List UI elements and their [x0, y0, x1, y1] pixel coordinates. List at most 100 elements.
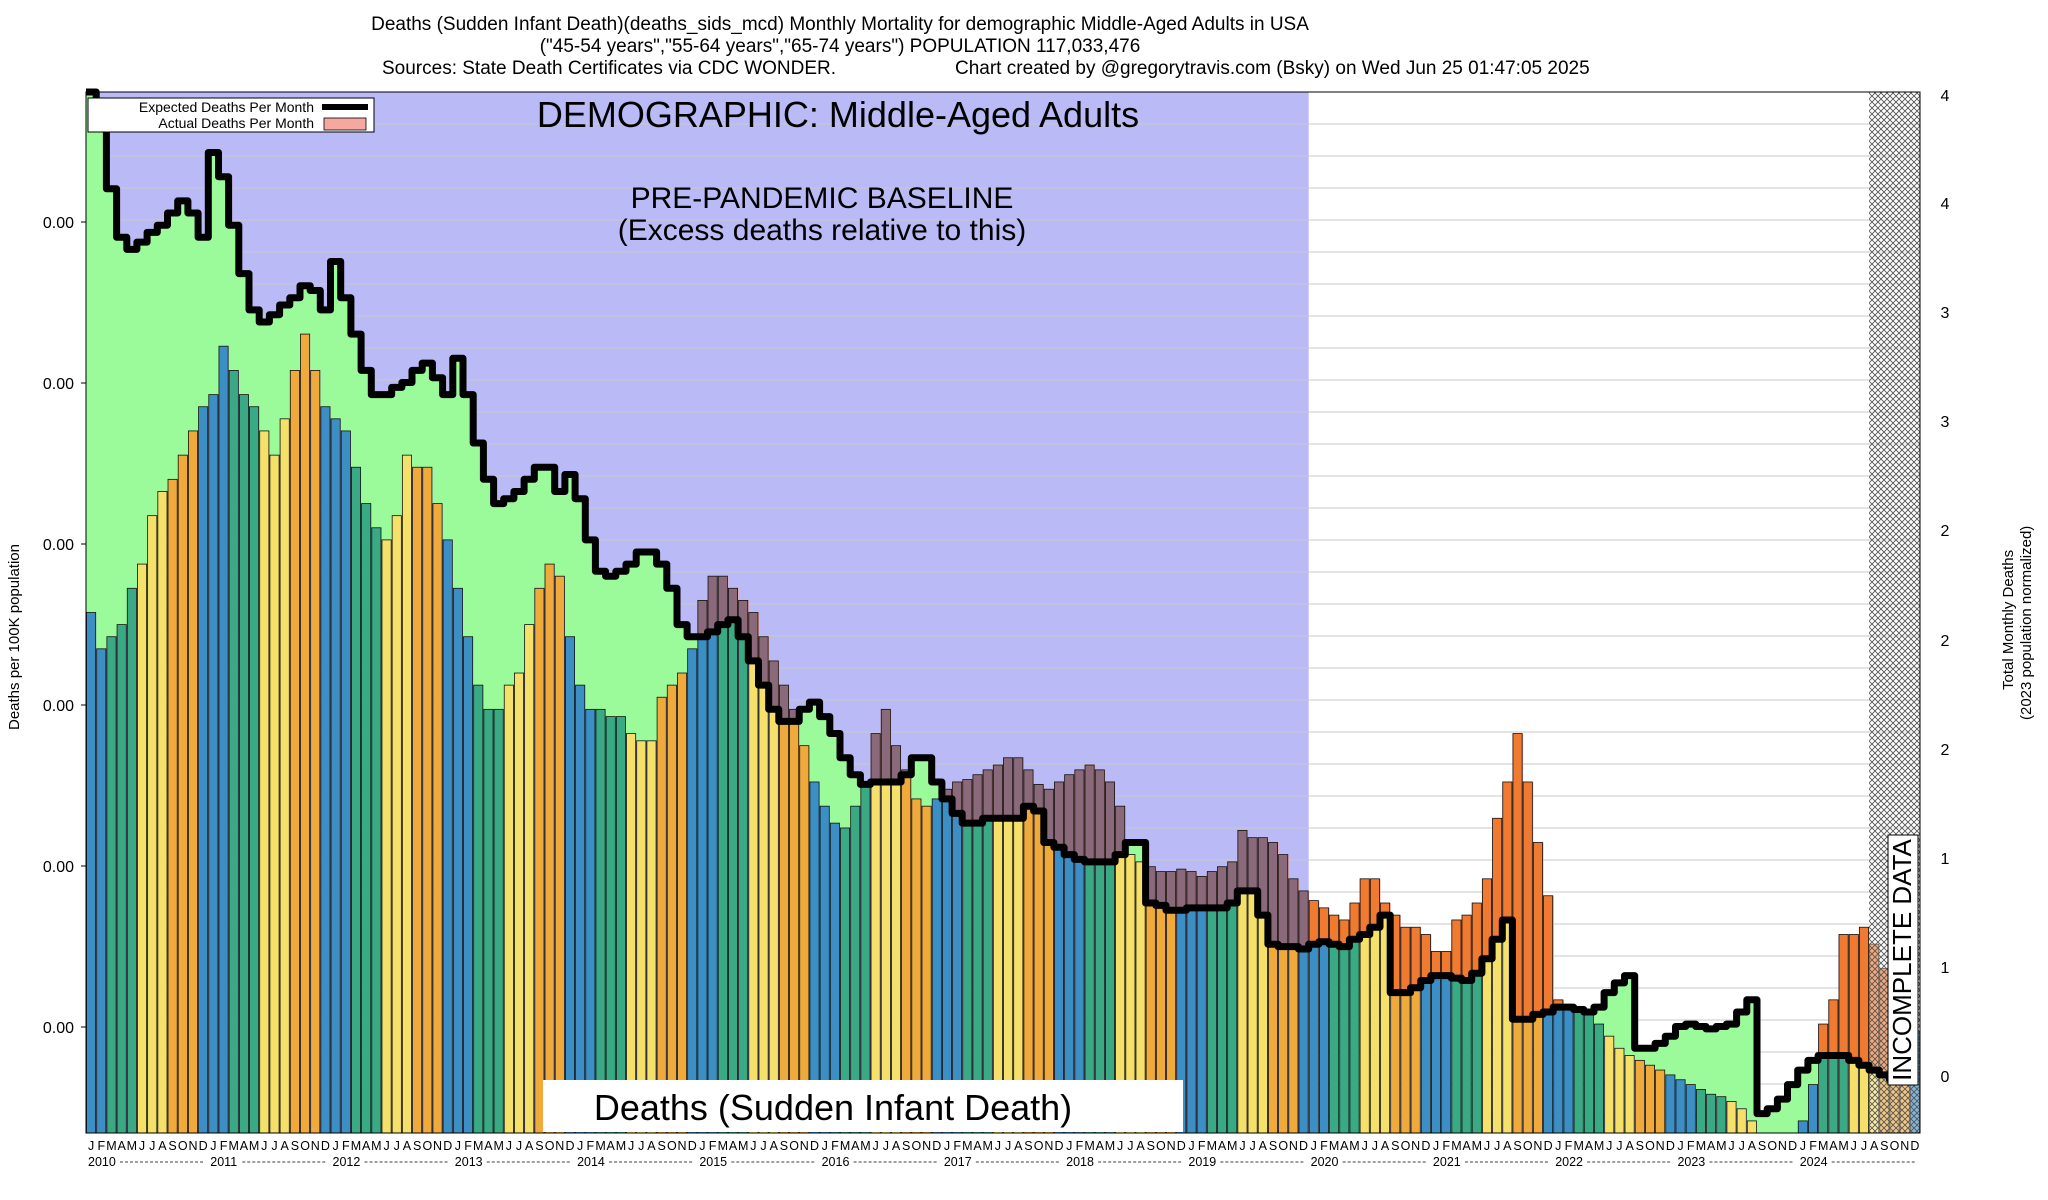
x-tick-month: O — [1401, 1139, 1411, 1153]
x-tick-month: A — [1381, 1139, 1390, 1153]
x-tick-month: A — [1503, 1139, 1512, 1153]
bar — [493, 708, 504, 1134]
bar — [1247, 890, 1258, 1134]
excess-bar-segment — [728, 587, 738, 621]
difference-area — [544, 467, 556, 565]
bar — [1818, 1055, 1829, 1134]
excess-bar-segment — [1176, 868, 1187, 911]
x-tick-month: M — [1329, 1139, 1339, 1153]
difference-area — [1675, 1026, 1687, 1080]
bar — [401, 454, 412, 1134]
x-tick-month: A — [647, 1139, 656, 1153]
difference-area — [106, 188, 118, 637]
difference-area — [809, 702, 821, 782]
excess-bar-segment — [1064, 774, 1075, 855]
x-tick-month: A — [1585, 1139, 1594, 1153]
bar — [1614, 1047, 1625, 1134]
x-tick-month: A — [770, 1139, 779, 1153]
x-tick-month: F — [1320, 1139, 1328, 1153]
bar — [137, 563, 148, 1134]
y-tick-label-right: 1 — [1941, 960, 1950, 977]
bar — [228, 370, 239, 1134]
expected-line — [86, 88, 1900, 1118]
excess-bar-segment — [1502, 781, 1513, 921]
excess-bar-segment — [880, 708, 891, 783]
x-tick-month: M — [106, 1139, 116, 1153]
x-tick-month: N — [1778, 1139, 1787, 1153]
bar — [554, 575, 565, 1134]
bar — [738, 636, 749, 1134]
bar — [208, 394, 219, 1134]
x-tick-month: M — [351, 1139, 361, 1153]
bar — [1359, 934, 1370, 1134]
x-tick-month: F — [831, 1139, 839, 1153]
bar — [1594, 1023, 1605, 1134]
bar — [564, 636, 575, 1134]
bar — [381, 539, 392, 1134]
bar — [147, 515, 158, 1134]
x-tick-month: J — [1677, 1139, 1683, 1153]
x-tick-month: A — [1870, 1139, 1879, 1153]
x-tick-month: F — [220, 1139, 228, 1153]
bar — [1420, 980, 1431, 1134]
difference-area — [432, 377, 444, 504]
difference-area — [1706, 1028, 1717, 1095]
x-tick-month: N — [1167, 1139, 1176, 1153]
bar — [218, 345, 229, 1134]
difference-area — [636, 551, 647, 741]
x-tick-month: S — [168, 1139, 176, 1153]
bar — [177, 454, 188, 1134]
x-tick-month: J — [750, 1139, 756, 1153]
difference-area — [361, 370, 372, 504]
x-tick-month: J — [944, 1139, 950, 1153]
x-tick-year: 2024 — [1800, 1155, 1828, 1169]
difference-area — [493, 503, 505, 710]
y-tick-label-left: 0.00 — [43, 215, 74, 232]
difference-area — [1644, 1048, 1656, 1066]
y-axis-label-left: Deaths per 100K population — [6, 544, 23, 730]
bar — [483, 708, 494, 1134]
bar — [789, 721, 800, 1134]
difference-area — [157, 225, 169, 492]
bar — [1746, 1120, 1757, 1134]
bar — [157, 491, 168, 1134]
x-tick-month: J — [1250, 1139, 1256, 1153]
x-tick-month: J — [88, 1139, 94, 1153]
x-tick-month: J — [1239, 1139, 1245, 1153]
bar — [901, 774, 912, 1134]
x-tick-month: F — [464, 1139, 472, 1153]
bar — [1217, 907, 1228, 1134]
bar — [1604, 1035, 1615, 1134]
bar — [666, 684, 677, 1134]
x-tick-month: J — [638, 1139, 644, 1153]
bar — [1492, 938, 1503, 1134]
x-tick-month: M — [1472, 1139, 1482, 1153]
bar — [1522, 1018, 1533, 1134]
x-tick-month: J — [1372, 1139, 1378, 1153]
x-tick-month: A — [1707, 1139, 1716, 1153]
x-tick-year: 2011 — [210, 1155, 237, 1169]
x-tick-month: F — [1809, 1139, 1817, 1153]
difference-area — [1593, 1007, 1605, 1025]
x-tick-year: 2017 — [944, 1155, 972, 1169]
difference-area — [829, 733, 841, 824]
x-tick-month: O — [1523, 1139, 1533, 1153]
plot-frame — [85, 91, 1921, 1134]
x-tick-month: O — [1156, 1139, 1166, 1153]
x-tick-month: M — [229, 1139, 239, 1153]
difference-area — [799, 709, 810, 746]
x-tick-month: J — [577, 1139, 583, 1153]
bar — [1553, 1006, 1564, 1134]
bar — [1369, 926, 1380, 1134]
bar — [1390, 992, 1401, 1134]
x-tick-year: 2018 — [1066, 1155, 1094, 1169]
difference-area — [646, 551, 658, 741]
excess-bar-segment — [1104, 781, 1115, 863]
x-tick-month: F — [1198, 1139, 1206, 1153]
excess-bar-segment — [1196, 875, 1207, 909]
x-tick-month: A — [281, 1139, 290, 1153]
x-tick-month: N — [922, 1139, 931, 1153]
x-tick-month: O — [545, 1139, 555, 1153]
x-tick-month: J — [394, 1139, 400, 1153]
x-tick-month: M — [718, 1139, 728, 1153]
